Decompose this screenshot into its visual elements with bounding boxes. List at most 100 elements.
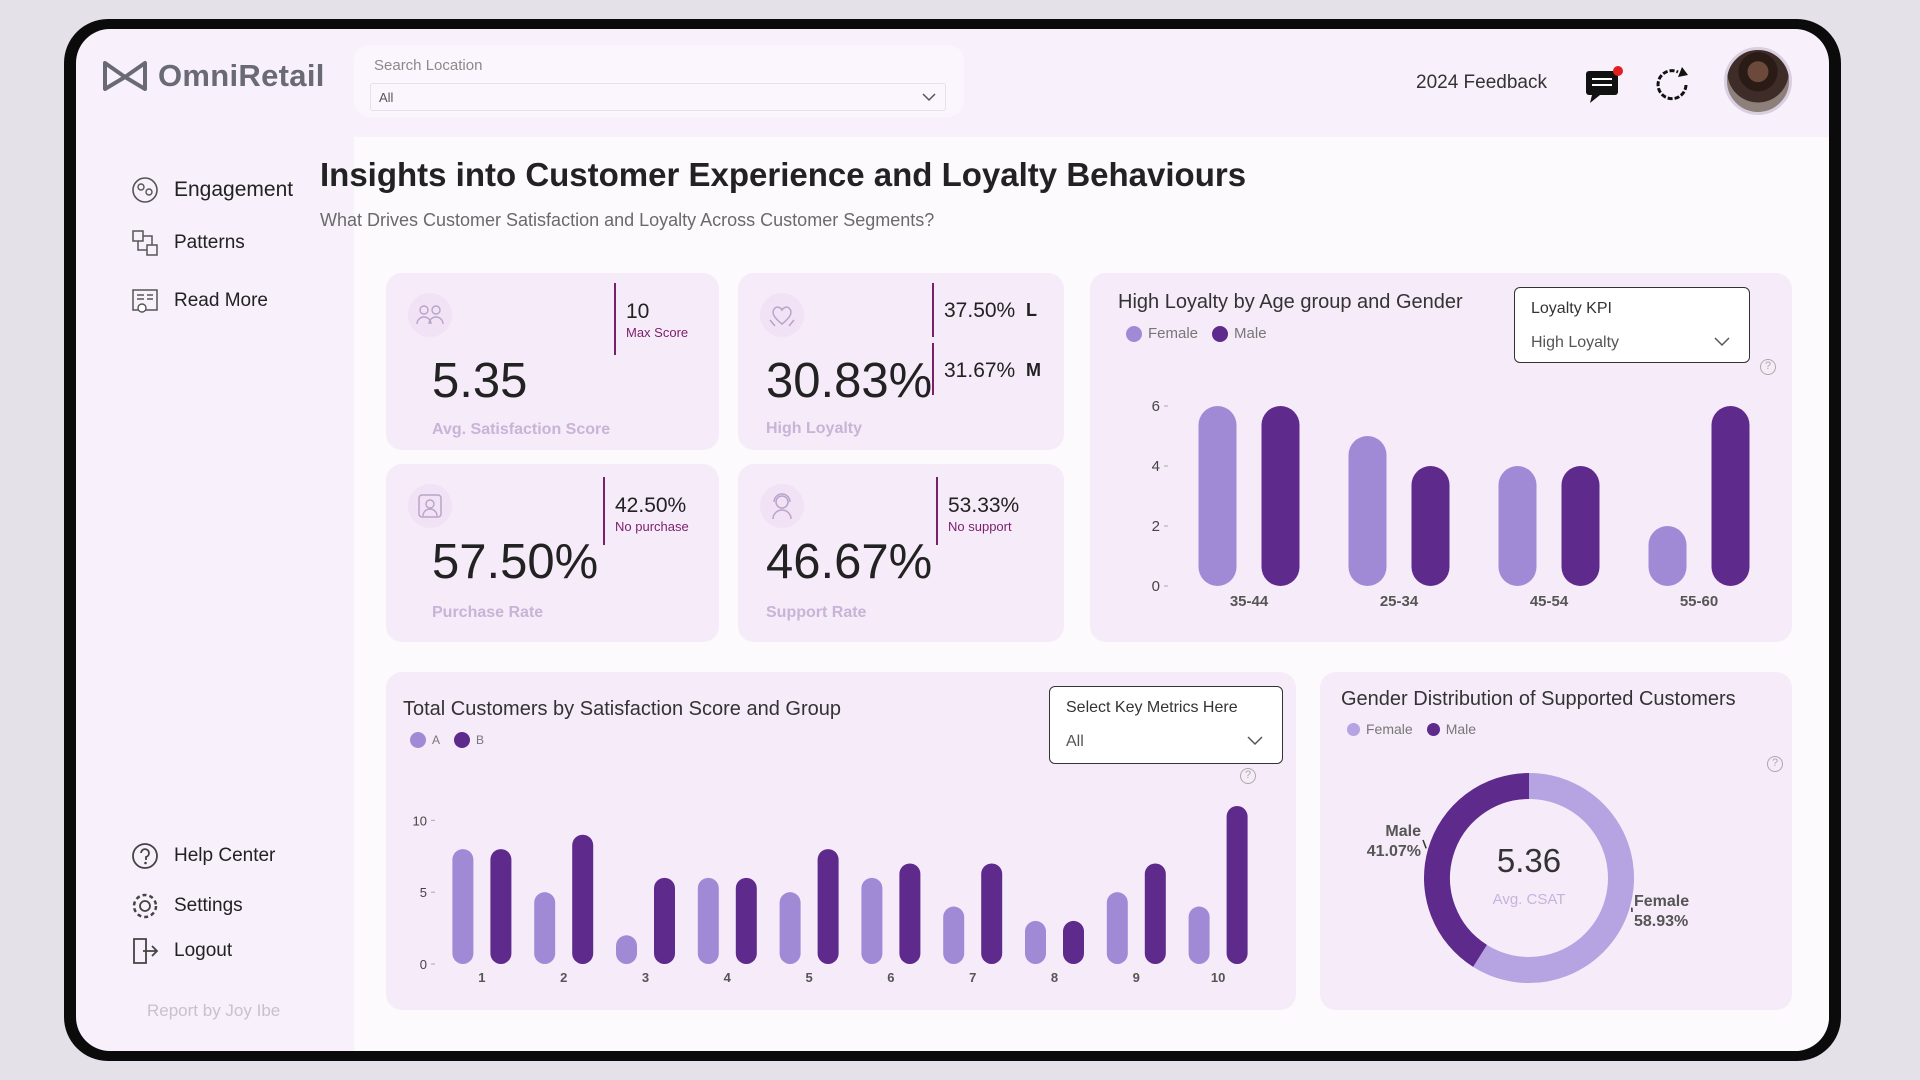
y-tick-label: 6 [1152, 398, 1160, 415]
slicer-value: High Loyalty [1531, 334, 1620, 351]
x-tick-label: 6 [887, 970, 894, 985]
x-tick-label: 4 [724, 970, 732, 985]
kpi-divider [936, 477, 938, 545]
kpi-card-purchase-rate: 57.50% Purchase Rate 42.50% No purchase [386, 464, 719, 642]
legend-item-b[interactable]: B [454, 732, 484, 748]
chart-legend: A B [410, 732, 484, 748]
kpi-side-value: 31.67% [944, 359, 1016, 382]
chart-title: Gender Distribution of Supported Custome… [1341, 688, 1736, 710]
bar-b-5 [817, 849, 839, 964]
legend-swatch [1126, 325, 1142, 342]
sidebar-item-help-center[interactable]: Help Center [130, 841, 330, 871]
brand-name: OmniRetail [158, 58, 325, 93]
x-tick-label: 7 [969, 970, 976, 985]
bar-female-45-54 [1498, 466, 1537, 586]
read-more-icon [132, 289, 158, 313]
support-agent-icon [760, 484, 804, 528]
bar-female-35-44 [1198, 406, 1237, 586]
sidebar-item-label: Patterns [174, 232, 245, 253]
kpi-side-value: 37.50% [944, 299, 1016, 322]
kpi-side-value: 42.50% [615, 494, 687, 517]
kpi-divider [932, 343, 934, 395]
kpi-card-support-rate: 46.67% Support Rate 53.33% No support [738, 464, 1064, 642]
bar-b-7 [981, 863, 1003, 964]
location-filter: Search Location All [354, 45, 964, 117]
donut-slice-male [1424, 773, 1530, 967]
bar-male-25-34 [1411, 466, 1450, 586]
loyalty-bar-chart: 0 2 4 6 35-44 25-34 45-54 55-60 [1152, 398, 1750, 610]
legend-item-a[interactable]: A [410, 732, 440, 748]
bar-a-5 [779, 892, 801, 964]
bar-b-6 [899, 863, 921, 964]
refresh-icon[interactable] [1650, 63, 1694, 107]
logout-icon [133, 938, 159, 964]
kpi-label: Avg. Satisfaction Score [432, 421, 611, 438]
x-tick-label: 1 [478, 970, 485, 985]
legend-swatch [410, 732, 426, 748]
kpi-value: 46.67% [766, 535, 933, 589]
customers-bar-chart: 0 5 10 1 2 3 4 5 6 7 8 9 10 [413, 806, 1248, 985]
bar-b-10 [1226, 806, 1248, 964]
help-icon[interactable]: ? [1240, 768, 1256, 784]
sidebar-item-engagement[interactable]: Engagement [130, 175, 330, 205]
kpi-side-value: 10 [626, 300, 650, 323]
logo-icon [103, 61, 147, 91]
sidebar-item-read-more[interactable]: Read More [130, 286, 330, 316]
chat-notification-icon[interactable] [1582, 63, 1626, 107]
sidebar-item-label: Logout [174, 940, 233, 961]
male-label: Male [1385, 823, 1421, 840]
x-tick-label: 10 [1211, 970, 1225, 985]
loyalty-icon [760, 293, 804, 337]
location-select[interactable]: All [370, 83, 946, 111]
kpi-label: Support Rate [766, 604, 867, 621]
male-percent: 41.07% [1367, 843, 1421, 860]
bar-b-9 [1144, 863, 1166, 964]
x-tick-label: 55-60 [1680, 593, 1718, 610]
user-avatar[interactable] [1724, 47, 1792, 115]
kpi-side-label: No purchase [615, 519, 689, 534]
legend-swatch [454, 732, 471, 748]
report-credit: Report by Joy Ibe [147, 1001, 281, 1020]
help-icon[interactable]: ? [1767, 756, 1783, 772]
key-metrics-slicer[interactable]: Select Key Metrics Here All [1049, 686, 1283, 764]
kpi-side-label: Max Score [626, 325, 689, 340]
customers-chart-card: Total Customers by Satisfaction Score an… [386, 672, 1296, 1010]
x-tick-label: 9 [1133, 970, 1140, 985]
chart-title: High Loyalty by Age group and Gender [1118, 291, 1463, 313]
engagement-icon [132, 177, 158, 203]
legend-label: Female [1366, 721, 1413, 737]
sidebar-item-settings[interactable]: Settings [130, 891, 330, 921]
legend-item-female[interactable]: Female [1126, 325, 1198, 342]
kpi-card-satisfaction: 5.35 Avg. Satisfaction Score 10 Max Scor… [386, 273, 719, 450]
y-tick-label: 0 [420, 957, 427, 972]
legend-item-male[interactable]: Male [1212, 325, 1267, 342]
y-tick-label: 2 [1152, 518, 1160, 535]
chevron-down-icon [1714, 337, 1730, 347]
chart-title: Total Customers by Satisfaction Score an… [403, 698, 841, 720]
x-tick-label: 5 [805, 970, 812, 985]
legend-label: Female [1148, 325, 1199, 342]
bar-b-8 [1063, 920, 1084, 964]
bar-a-3 [616, 935, 637, 964]
legend-item-male[interactable]: Male [1426, 721, 1477, 737]
donut-slice-female [1473, 773, 1634, 983]
legend-label: A [432, 733, 441, 747]
kpi-divider [614, 283, 616, 355]
loyalty-chart-card: High Loyalty by Age group and Gender Fem… [1090, 273, 1792, 642]
legend-item-female[interactable]: Female [1347, 721, 1413, 737]
sidebar-item-patterns[interactable]: Patterns [130, 228, 330, 258]
help-icon[interactable]: ? [1760, 359, 1776, 375]
chart-legend: Female Male [1347, 721, 1476, 737]
legend-label: Male [1445, 721, 1477, 737]
x-tick-label: 45-54 [1530, 593, 1569, 610]
y-tick-label: 0 [1152, 578, 1160, 595]
kpi-side-label: No support [948, 519, 1012, 534]
bar-a-2 [534, 892, 556, 964]
loyalty-kpi-slicer[interactable]: Loyalty KPI High Loyalty [1514, 287, 1750, 363]
sidebar-item-logout[interactable]: Logout [130, 936, 330, 966]
brand-logo[interactable]: OmniRetail [102, 57, 325, 95]
gender-donut-chart: 5.36 Avg. CSAT Male 41.07% Female 58.93% [1367, 773, 1689, 983]
feedback-year-label: 2024 Feedback [1416, 72, 1547, 93]
purchase-icon [408, 484, 452, 528]
legend-label: B [476, 733, 485, 747]
